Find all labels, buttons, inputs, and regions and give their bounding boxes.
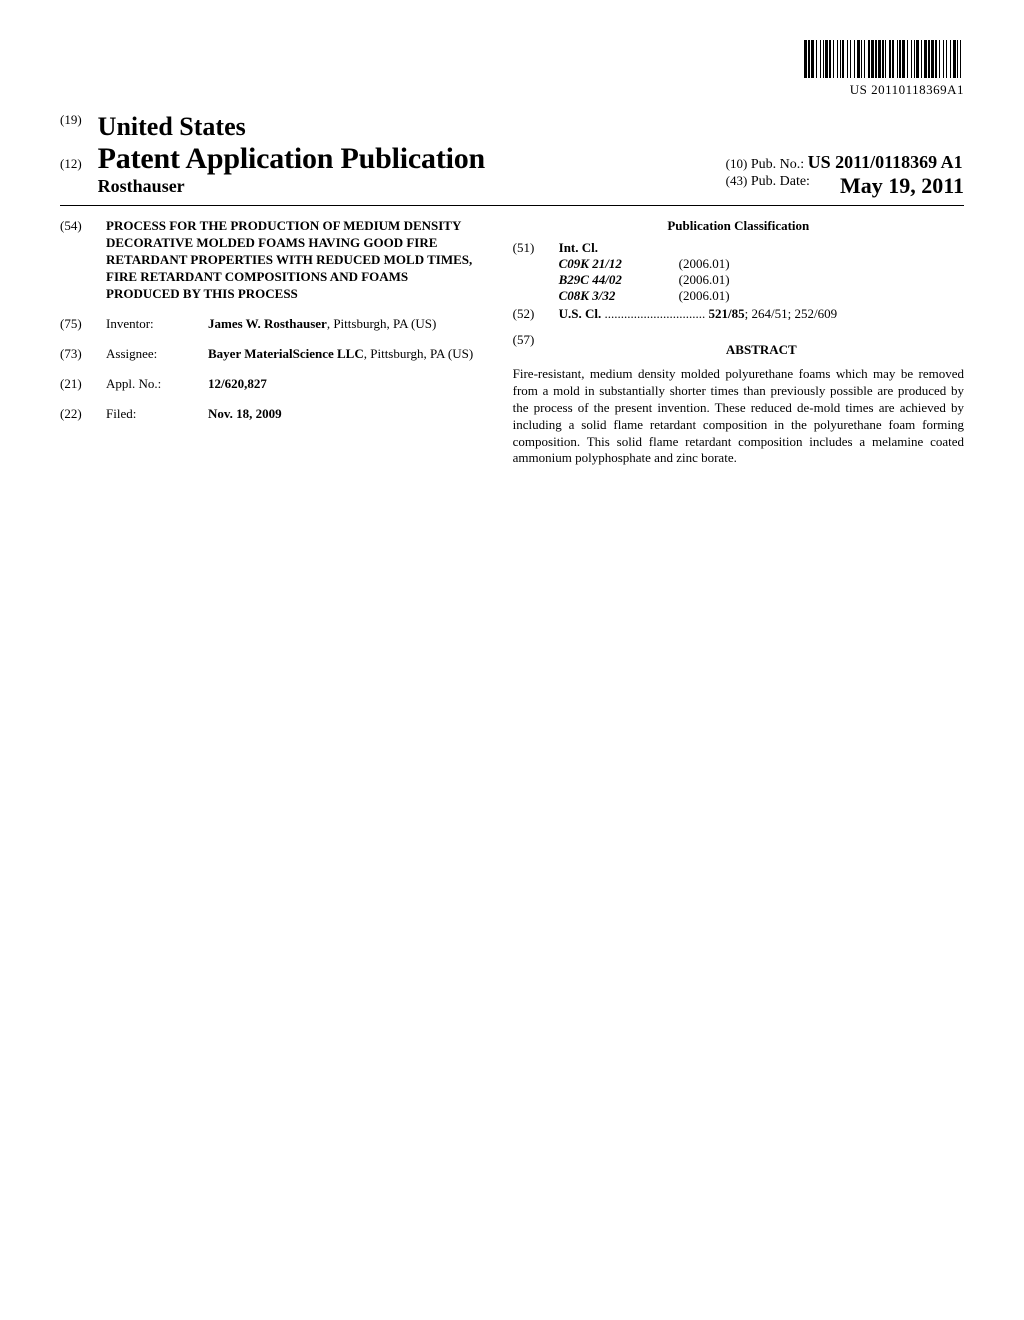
abstract-text: Fire-resistant, medium density molded po… [513, 366, 964, 467]
applno-code: (21) [60, 376, 94, 392]
pub-type-label: Patent Application Publication [98, 142, 485, 176]
filed-label: Filed: [106, 406, 196, 422]
uscl-dots: ............................... [601, 306, 708, 321]
intcl-code: (51) [513, 240, 547, 304]
pub-date-label: Pub. Date: [751, 174, 810, 189]
intcl-symbol: B29C 44/02 [559, 272, 679, 288]
intcl-version: (2006.01) [679, 272, 730, 288]
intcl-row: C08K 3/32(2006.01) [559, 288, 730, 304]
invention-title: PROCESS FOR THE PRODUCTION OF MEDIUM DEN… [106, 218, 477, 302]
intcl-symbol: C09K 21/12 [559, 256, 679, 272]
inventor-code: (75) [60, 316, 94, 332]
intcl-version: (2006.01) [679, 288, 730, 304]
intcl-label: Int. Cl. [559, 240, 598, 255]
barcode [804, 40, 964, 78]
inventor-residence: , Pittsburgh, PA (US) [327, 316, 436, 331]
abstract-heading: ABSTRACT [559, 342, 964, 358]
title-code: (54) [60, 218, 94, 302]
header-divider [60, 205, 964, 206]
inventor-label: Inventor: [106, 316, 196, 332]
intcl-symbol: C08K 3/32 [559, 288, 679, 304]
abstract-code: (57) [513, 332, 547, 360]
filed-code: (22) [60, 406, 94, 422]
assignee-residence: , Pittsburgh, PA (US) [364, 346, 473, 361]
pub-no-value: US 2011/0118369 A1 [808, 152, 963, 172]
assignee-label: Assignee: [106, 346, 196, 362]
uscl-value-rest: ; 264/51; 252/609 [745, 306, 837, 321]
authority-name: United States [98, 112, 246, 142]
applno-value: 12/620,827 [208, 376, 267, 391]
pub-date-code: (43) [726, 173, 748, 188]
pub-no-label: Pub. No.: [751, 157, 804, 172]
filed-value: Nov. 18, 2009 [208, 406, 282, 421]
pub-date-value: May 19, 2011 [840, 173, 964, 199]
applno-label: Appl. No.: [106, 376, 196, 392]
uscl-code: (52) [513, 306, 547, 322]
classification-heading: Publication Classification [513, 218, 964, 234]
intcl-row: B29C 44/02(2006.01) [559, 272, 730, 288]
inventor-head: Rosthauser [98, 176, 485, 197]
uscl-label: U.S. Cl. [559, 306, 602, 321]
authority-code: (19) [60, 112, 82, 128]
inventor-name: James W. Rosthauser [208, 316, 327, 331]
uscl-value-bold: 521/85 [709, 306, 745, 321]
pub-no-code: (10) [726, 156, 748, 171]
barcode-number: US 20110118369A1 [60, 82, 964, 98]
pub-type-code: (12) [60, 156, 82, 172]
assignee-code: (73) [60, 346, 94, 362]
barcode-bar [961, 40, 964, 78]
intcl-version: (2006.01) [679, 256, 730, 272]
assignee-name: Bayer MaterialScience LLC [208, 346, 364, 361]
intcl-row: C09K 21/12(2006.01) [559, 256, 730, 272]
